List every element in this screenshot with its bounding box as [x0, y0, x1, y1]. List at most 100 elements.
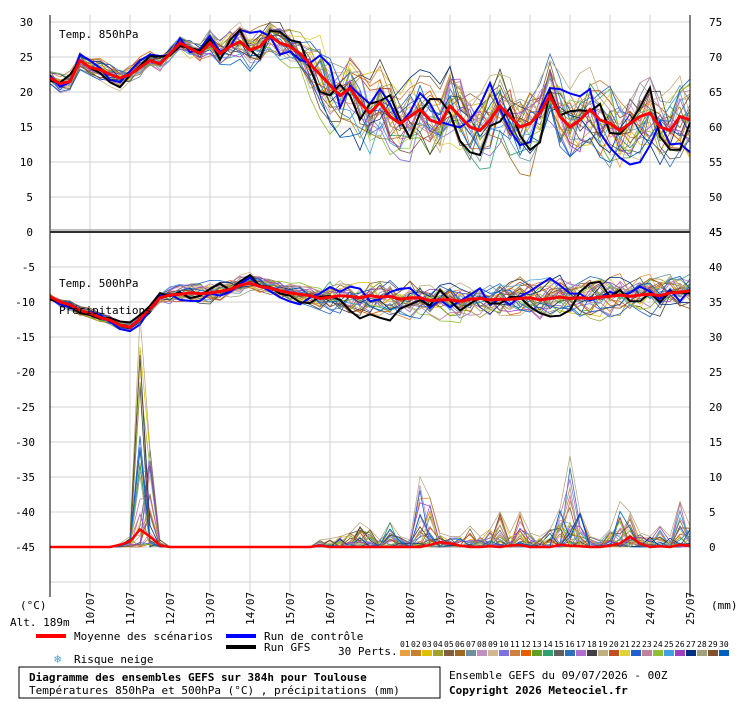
pert-number-label: 15 — [554, 640, 564, 649]
pert-color-swatch — [587, 650, 597, 656]
x-tick-label: 11/07 — [124, 592, 137, 625]
y-tick-label-left: 20 — [20, 86, 33, 99]
ensemble-member-t500 — [49, 273, 691, 324]
pert-number-label: 06 — [455, 640, 465, 649]
x-tick-label: 14/07 — [244, 592, 257, 625]
pert-color-swatch — [400, 650, 410, 656]
pert-color-swatch — [675, 650, 685, 656]
x-tick-label: 23/07 — [604, 592, 617, 625]
legend-mean-label: Moyenne des scénarios — [74, 630, 213, 643]
y-tick-label-left: -35 — [15, 471, 35, 484]
y-tick-label-left: -30 — [15, 436, 35, 449]
x-tick-label: 22/07 — [564, 592, 577, 625]
left-unit-label: (°C) — [20, 599, 47, 612]
pert-color-swatch — [477, 650, 487, 656]
mean-line-precip — [50, 527, 691, 549]
y-tick-label-left: -40 — [15, 506, 35, 519]
pert-number-label: 12 — [521, 640, 531, 649]
pert-number-label: 16 — [565, 640, 575, 649]
pert-color-swatch — [455, 650, 465, 656]
x-tick-label: 15/07 — [284, 592, 297, 625]
pert-number-label: 17 — [576, 640, 586, 649]
pert-color-swatch — [444, 650, 454, 656]
y-tick-label-left: 5 — [26, 191, 33, 204]
y-tick-label-left: 10 — [20, 156, 33, 169]
ensemble-member-t850 — [49, 34, 691, 156]
pert-color-swatch — [466, 650, 476, 656]
x-tick-label: 20/07 — [484, 592, 497, 625]
y-tick-label-right: 50 — [709, 191, 722, 204]
pert-color-swatch — [510, 650, 520, 656]
y-tick-label-right: 25 — [709, 366, 722, 379]
pert-number-label: 01 — [400, 640, 410, 649]
ensemble-info: Ensemble GEFS du 09/07/2026 - 00Z — [449, 669, 668, 682]
y-tick-label-left: 15 — [20, 121, 33, 134]
legend-control-label: Run de contrôle — [264, 630, 363, 643]
pert-color-swatch — [554, 650, 564, 656]
y-tick-label-left: 30 — [20, 16, 33, 29]
mean-line-t500 — [49, 281, 691, 329]
pert-number-label: 21 — [620, 640, 630, 649]
snowflake-icon: ❄ — [54, 652, 61, 666]
x-tick-label: 13/07 — [204, 592, 217, 625]
mean-lines — [49, 34, 691, 549]
pert-number-label: 13 — [532, 640, 542, 649]
x-tick-label: 18/07 — [404, 592, 417, 625]
right-unit-label: (mm) — [711, 599, 738, 612]
pert-number-label: 10 — [499, 640, 509, 649]
pert-color-swatch — [686, 650, 696, 656]
pert-color-swatch — [719, 650, 729, 656]
pert-color-swatch — [697, 650, 707, 656]
pert-number-label: 30 — [719, 640, 729, 649]
pert-number-label: 04 — [433, 640, 443, 649]
x-tick-label: 24/07 — [644, 592, 657, 625]
ensemble-member-t850 — [49, 28, 691, 157]
pert-number-label: 25 — [664, 640, 674, 649]
title-box — [18, 666, 441, 699]
pert-color-swatch — [576, 650, 586, 656]
x-tick-label: 21/07 — [524, 592, 537, 625]
pert-color-swatch — [565, 650, 575, 656]
pert-number-label: 28 — [697, 640, 707, 649]
x-tick-label: 12/07 — [164, 592, 177, 625]
pert-number-label: 20 — [609, 640, 619, 649]
pert-color-swatch — [708, 650, 718, 656]
y-tick-label-right: 35 — [709, 296, 722, 309]
legend-snow-label: Risque neige — [74, 653, 153, 666]
pert-number-label: 05 — [444, 640, 454, 649]
x-tick-label: 10/07 — [84, 592, 97, 625]
pert-number-label: 07 — [466, 640, 476, 649]
pert-color-swatch — [642, 650, 652, 656]
precip-max-envelope — [50, 315, 691, 548]
y-tick-label-right: 10 — [709, 471, 722, 484]
chart-title: Diagramme des ensembles GEFS sur 384h po… — [29, 671, 367, 684]
lower-panel-label: Temp. 500hPa — [59, 277, 138, 290]
y-tick-label-right: 5 — [709, 506, 716, 519]
ensemble-member-t850 — [49, 21, 691, 156]
pert-number-label: 24 — [653, 640, 663, 649]
y-tick-label-right: 75 — [709, 16, 722, 29]
pert-number-label: 26 — [675, 640, 685, 649]
ensemble-member-t850 — [49, 32, 691, 154]
x-tick-label: 17/07 — [364, 592, 377, 625]
y-tick-label-right: 70 — [709, 51, 722, 64]
y-tick-label-left: -10 — [15, 296, 35, 309]
pert-color-swatch — [433, 650, 443, 656]
perturbation-legend: 01 02 03 04 05 06 07 08 09 10 11 12 13 14 15 16 17 18 19 20… — [400, 640, 729, 656]
pert-color-swatch — [620, 650, 630, 656]
y-tick-label-left: -5 — [22, 261, 35, 274]
y-tick-label-left: -15 — [15, 331, 35, 344]
upper-panel-label: Temp. 850hPa — [59, 28, 138, 41]
pert-color-swatch — [532, 650, 542, 656]
y-tick-label-right: 40 — [709, 261, 722, 274]
y-tick-label-left: -25 — [15, 401, 35, 414]
pert-number-label: 09 — [488, 640, 498, 649]
pert-color-swatch — [422, 650, 432, 656]
y-tick-label-left: -20 — [15, 366, 35, 379]
pert-number-label: 19 — [598, 640, 608, 649]
pert-number-label: 18 — [587, 640, 597, 649]
precip-panel-label: Précipitations — [59, 304, 152, 317]
chart-axes: 30252015105075706560555045-5-10-15-20-25… — [15, 15, 722, 625]
